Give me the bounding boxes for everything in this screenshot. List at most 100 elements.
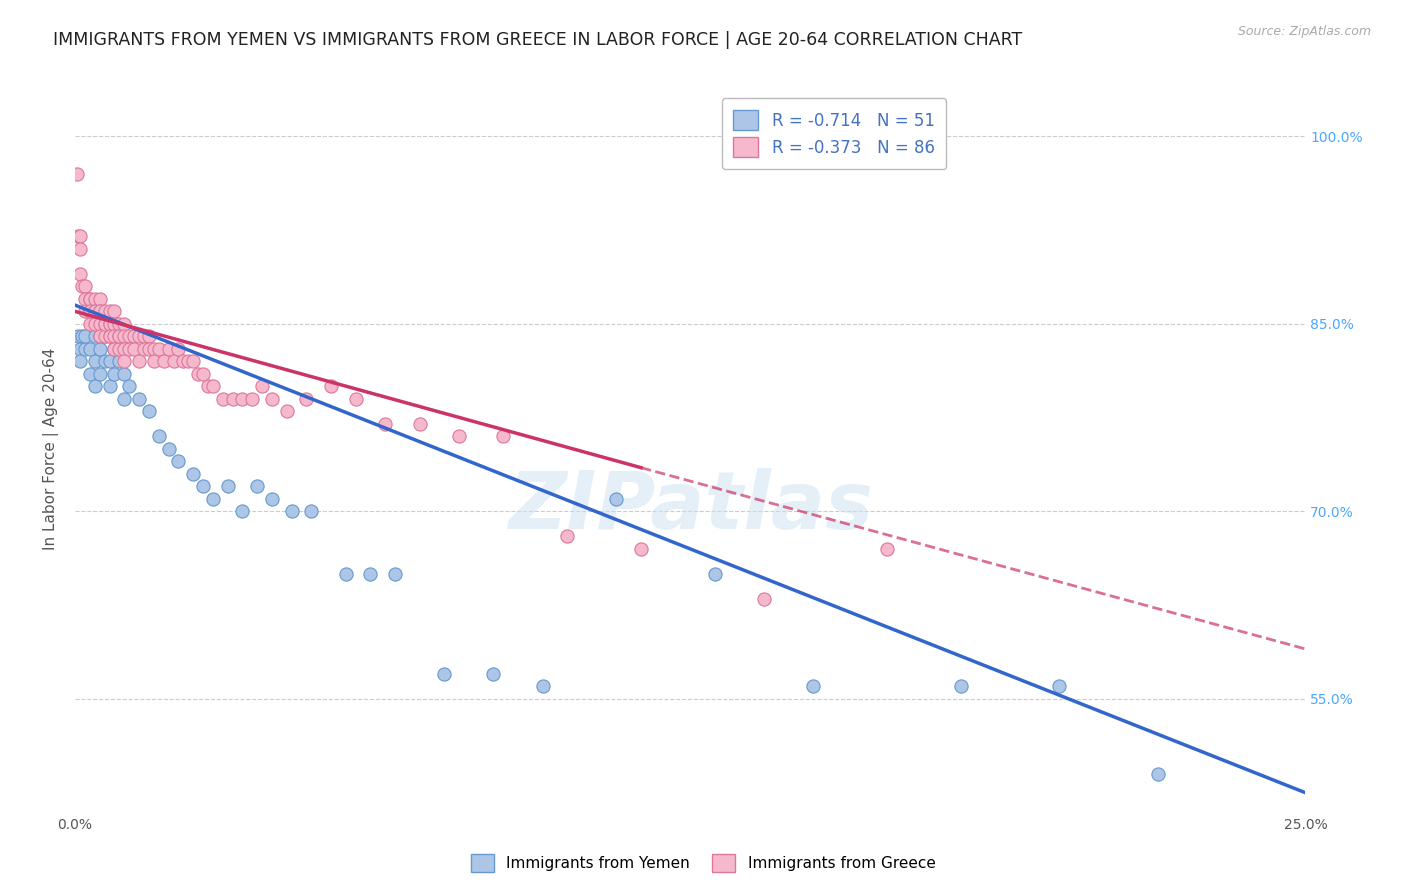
Point bbox=[260, 491, 283, 506]
Point bbox=[93, 354, 115, 368]
Point bbox=[103, 304, 125, 318]
Point bbox=[69, 229, 91, 244]
Point bbox=[128, 354, 150, 368]
Point bbox=[118, 329, 141, 343]
Point bbox=[132, 329, 155, 343]
Point bbox=[157, 342, 180, 356]
Point bbox=[118, 342, 141, 356]
Point bbox=[246, 479, 269, 493]
Point bbox=[79, 304, 101, 318]
Point bbox=[112, 354, 135, 368]
Point bbox=[79, 292, 101, 306]
Point bbox=[433, 667, 456, 681]
Point bbox=[142, 354, 165, 368]
Point bbox=[103, 329, 125, 343]
Point bbox=[103, 342, 125, 356]
Point bbox=[65, 167, 87, 181]
Point bbox=[98, 329, 121, 343]
Point bbox=[217, 479, 239, 493]
Point bbox=[128, 329, 150, 343]
Point bbox=[703, 566, 725, 581]
Point bbox=[408, 417, 430, 431]
Point bbox=[89, 317, 111, 331]
Point bbox=[89, 342, 111, 356]
Text: IMMIGRANTS FROM YEMEN VS IMMIGRANTS FROM GREECE IN LABOR FORCE | AGE 20-64 CORRE: IMMIGRANTS FROM YEMEN VS IMMIGRANTS FROM… bbox=[53, 31, 1022, 49]
Point bbox=[69, 354, 91, 368]
Point bbox=[152, 354, 174, 368]
Y-axis label: In Labor Force | Age 20-64: In Labor Force | Age 20-64 bbox=[44, 348, 59, 550]
Point bbox=[98, 304, 121, 318]
Point bbox=[231, 392, 253, 406]
Point bbox=[482, 667, 505, 681]
Point bbox=[132, 342, 155, 356]
Point bbox=[79, 367, 101, 381]
Point bbox=[69, 242, 91, 256]
Point bbox=[112, 392, 135, 406]
Point bbox=[89, 304, 111, 318]
Point bbox=[83, 379, 105, 393]
Point bbox=[73, 279, 96, 293]
Point bbox=[201, 491, 224, 506]
Point bbox=[172, 354, 194, 368]
Point bbox=[83, 292, 105, 306]
Point bbox=[276, 404, 298, 418]
Point bbox=[89, 292, 111, 306]
Point bbox=[949, 680, 972, 694]
Point bbox=[112, 329, 135, 343]
Point bbox=[138, 329, 160, 343]
Point bbox=[83, 304, 105, 318]
Point bbox=[167, 454, 190, 468]
Point bbox=[83, 354, 105, 368]
Point bbox=[112, 342, 135, 356]
Point bbox=[98, 329, 121, 343]
Point bbox=[93, 317, 115, 331]
Point bbox=[299, 504, 322, 518]
Point bbox=[605, 491, 627, 506]
Point bbox=[374, 417, 396, 431]
Point bbox=[250, 379, 273, 393]
Point bbox=[138, 342, 160, 356]
Point bbox=[103, 342, 125, 356]
Point bbox=[157, 442, 180, 456]
Point bbox=[359, 566, 381, 581]
Point bbox=[280, 504, 302, 518]
Point bbox=[240, 392, 263, 406]
Point bbox=[108, 342, 131, 356]
Text: Source: ZipAtlas.com: Source: ZipAtlas.com bbox=[1237, 25, 1371, 38]
Point bbox=[83, 317, 105, 331]
Point bbox=[73, 342, 96, 356]
Point bbox=[344, 392, 367, 406]
Point bbox=[181, 467, 204, 481]
Point bbox=[79, 342, 101, 356]
Point bbox=[492, 429, 515, 443]
Point bbox=[197, 379, 219, 393]
Point bbox=[201, 379, 224, 393]
Point bbox=[221, 392, 243, 406]
Point bbox=[93, 329, 115, 343]
Point bbox=[93, 304, 115, 318]
Point bbox=[260, 392, 283, 406]
Point bbox=[319, 379, 342, 393]
Point bbox=[108, 329, 131, 343]
Point bbox=[98, 354, 121, 368]
Point bbox=[191, 479, 214, 493]
Point bbox=[103, 317, 125, 331]
Point bbox=[83, 304, 105, 318]
Point bbox=[79, 292, 101, 306]
Point bbox=[98, 317, 121, 331]
Point bbox=[98, 317, 121, 331]
Point bbox=[72, 329, 94, 343]
Point bbox=[108, 354, 131, 368]
Point bbox=[181, 354, 204, 368]
Point bbox=[447, 429, 470, 443]
Point bbox=[191, 367, 214, 381]
Point bbox=[122, 329, 145, 343]
Point bbox=[1047, 680, 1070, 694]
Point bbox=[69, 267, 91, 281]
Point bbox=[231, 504, 253, 518]
Point bbox=[167, 342, 190, 356]
Point bbox=[138, 404, 160, 418]
Point bbox=[93, 329, 115, 343]
Point bbox=[73, 304, 96, 318]
Point bbox=[73, 329, 96, 343]
